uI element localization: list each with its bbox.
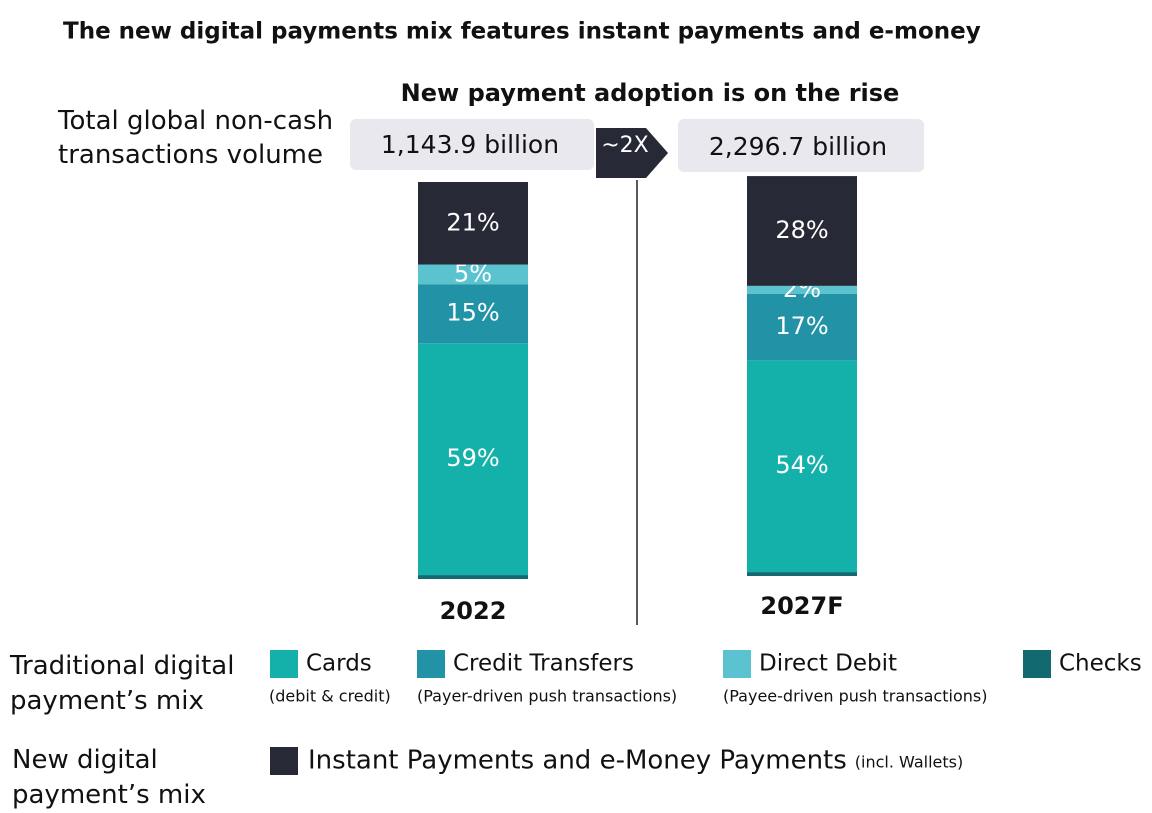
legend-swatch xyxy=(270,747,298,775)
bar-segment xyxy=(418,264,528,285)
legend-label: Direct Debit xyxy=(759,651,897,677)
value-label: 15% xyxy=(446,299,499,327)
legend-swatch xyxy=(723,650,751,678)
total-box xyxy=(678,119,924,172)
x-tick-label: 2022 xyxy=(440,597,507,625)
label: Total global non-cash transactions volume xyxy=(57,106,333,170)
legend-label: Checks xyxy=(1059,651,1142,677)
chart-subtitle: New payment adoption is on the rise xyxy=(401,79,900,107)
bar-segment xyxy=(747,572,857,576)
value-label: 59% xyxy=(446,444,499,472)
x-tick-label: 2027F xyxy=(760,592,843,620)
legend-label: Credit Transfers xyxy=(453,651,634,677)
bar-segment xyxy=(418,182,528,265)
label: New digital payment’s mix xyxy=(12,745,206,810)
legend-label: Cards xyxy=(306,651,372,677)
legend-swatch xyxy=(270,650,298,678)
value-label: 28% xyxy=(775,216,828,244)
value-label: 54% xyxy=(775,451,828,479)
legend-note: (Payer-driven push transactions) xyxy=(417,687,677,706)
bar-segment xyxy=(747,285,857,294)
value-label: 17% xyxy=(775,312,828,340)
value-label: 21% xyxy=(446,208,499,236)
legend-note: (Payee-driven push transactions) xyxy=(723,687,987,706)
total-label: 1,143.9 billion xyxy=(381,130,559,159)
bar-segment xyxy=(418,343,528,576)
legend-note: (debit & credit) xyxy=(269,687,391,706)
legend-note: (incl. Wallets) xyxy=(855,753,963,772)
total-label: 2,296.7 billion xyxy=(709,132,887,161)
growth-label: ~2X xyxy=(601,133,649,158)
growth-arrow xyxy=(596,128,668,178)
label: Traditional digital payment’s mix xyxy=(9,651,234,716)
bar-segment xyxy=(418,284,528,344)
chart-title: The new digital payments mix features in… xyxy=(63,19,981,45)
total-box xyxy=(350,119,594,170)
bar-segment xyxy=(747,176,857,286)
legend-swatch xyxy=(1023,650,1051,678)
bar-segment xyxy=(418,575,528,579)
bar-segment xyxy=(747,360,857,573)
legend-swatch xyxy=(417,650,445,678)
legend-label: Instant Payments and e-Money Payments xyxy=(308,746,847,776)
bar-segment xyxy=(747,293,857,361)
